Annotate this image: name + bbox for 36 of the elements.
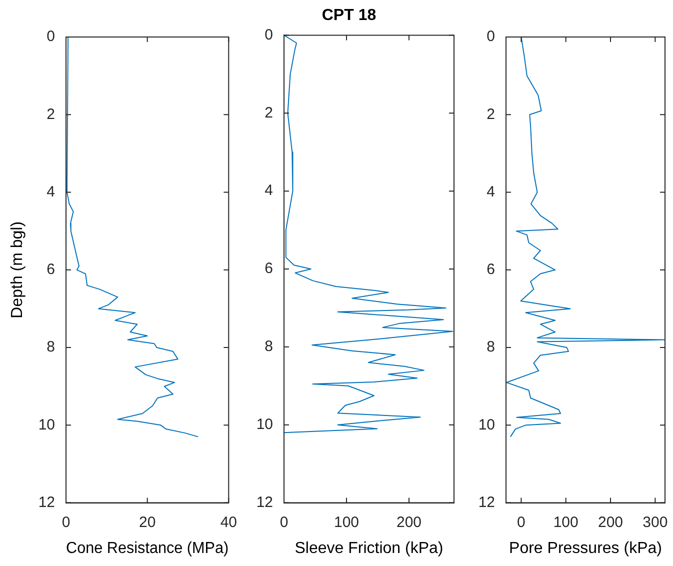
x-axis-title: Sleeve Friction (kPa) [294,540,444,557]
y-tick-label: 6 [486,261,495,278]
y-tick-label: 4 [264,182,273,200]
y-tick-label: 6 [264,260,273,278]
y-tick-label: 6 [46,261,55,278]
x-tick-label: 0 [517,514,526,531]
chart-title: CPT 18 [322,7,376,24]
y-tick-label: 10 [256,416,273,434]
x-tick-label: 0 [62,514,70,531]
y-tick-label: 12 [478,494,495,511]
y-tick-label: 0 [46,28,55,46]
y-tick-label: 0 [264,26,273,44]
y-tick-label: 2 [486,106,495,123]
y-tick-label: 10 [38,416,55,434]
y-tick-label: 12 [38,494,55,511]
x-tick-label: 20 [138,514,156,531]
y-tick-label: 8 [264,338,273,356]
y-tick-label: 12 [256,494,273,511]
x-tick-label: 100 [553,514,578,531]
x-tick-label: 100 [334,514,360,531]
x-tick-label: 200 [396,514,422,531]
y-tick-label: 2 [264,104,273,122]
y-tick-label: 8 [486,338,495,356]
y-tick-label: 4 [486,183,495,200]
y-tick-label: 4 [46,183,55,200]
y-tick-label: 10 [478,416,495,434]
x-tick-label: 200 [598,514,624,531]
x-axis-title: Pore Pressures (kPa) [509,540,662,557]
x-axis-title: Cone Resistance (MPa) [66,540,229,557]
y-tick-label: 0 [486,28,495,46]
y-tick-label: 2 [46,106,55,123]
y-tick-label: 8 [46,338,55,356]
x-tick-label: 40 [220,514,237,531]
y-axis-title: Depth (m bgl) [9,221,26,318]
x-tick-label: 0 [280,514,288,531]
x-tick-label: 300 [642,514,668,531]
